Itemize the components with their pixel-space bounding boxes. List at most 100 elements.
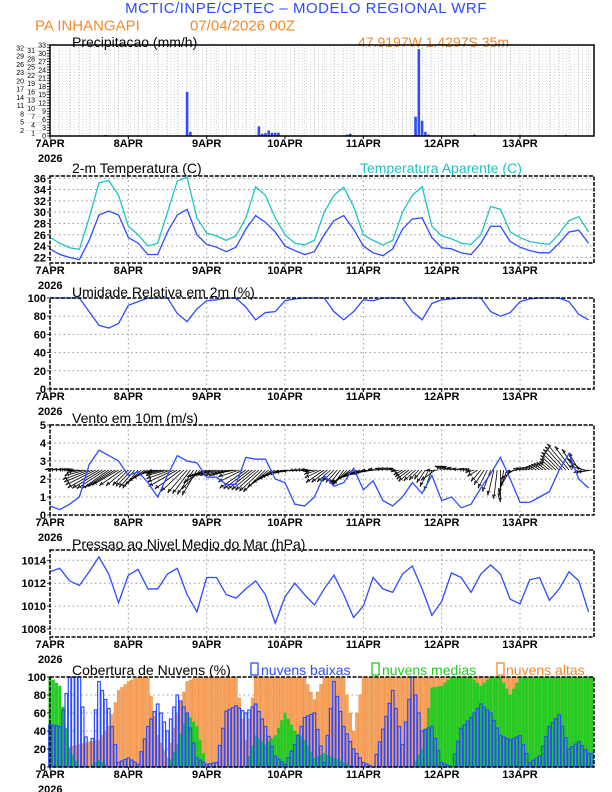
y-tick-label: 31 [27,48,35,55]
wind-arrowhead [63,478,69,483]
cloud-bar-nuvens-medias [440,685,444,768]
wind-arrow [322,469,335,482]
x-tick-label: 7APR [35,138,64,150]
wind-arrowhead [452,467,457,472]
x-tick-label: 10APR [267,639,303,651]
y-tick-label: 24 [38,67,46,74]
cloud-bar-nuvens-baixas [237,707,242,768]
cloud-bar-nuvens-baixas [149,718,154,768]
cloud-bar-nuvens-baixas [511,737,516,768]
wind-arrowhead [525,466,531,470]
wind-arrow [330,469,354,484]
cloud-bar-nuvens-altas [361,676,365,768]
wind-arrow [105,469,126,487]
precip-bar [277,132,280,136]
wind-arrowhead [56,467,62,472]
legend-mid-label: nuvens medias [382,662,476,678]
wind-arrowhead [482,487,486,492]
wind-arrowhead [498,497,502,503]
y-tick-label: 13 [27,98,35,105]
wind-arrowhead [205,472,210,477]
x-tick-label: 12APR [424,517,460,529]
y-tick-label: 0 [40,384,46,396]
legend-low-swatch [250,662,259,676]
precip-bar [257,126,261,136]
legend-mid-swatch [371,662,380,676]
x-tick-label: 13APR [502,769,538,781]
x-tick-label: 7APR [35,639,64,651]
series-line-0 [49,449,589,511]
wind-arrow [465,469,475,473]
wind-arrowhead [396,474,401,480]
y-tick-label: 12 [38,100,46,107]
wind-arrowhead [267,471,272,476]
precip-bar [414,116,417,136]
precip-bar [273,132,277,136]
wind-arrowhead [419,482,424,487]
wind-arrow [247,469,269,488]
wind-arrow [403,469,416,482]
cloud-bar-nuvens-baixas [253,703,258,768]
y-tick-label: 1 [31,131,35,138]
wind-arrow [439,465,449,471]
x-tick-label: 11APR [346,639,381,651]
y-tick-label: 100 [28,672,46,684]
wind-arrowhead [528,465,534,469]
cloud-bar-nuvens-baixas [534,757,539,768]
precip-bar [189,131,192,136]
y-tick-label: 28 [27,56,35,63]
wind-arrowhead [497,493,502,498]
panel-5: 0 20 40 60 80 100 7APR 8APR 9APR 10APR 11APR 12APR 1… [28,672,595,792]
wind-arrowhead [531,463,536,468]
wind-arrowhead [195,472,201,477]
precip-bar [417,49,421,136]
x-tick-label: 10APR [267,769,303,781]
wind-arrowhead [543,449,548,454]
wind-arrowhead [218,473,223,478]
wind-arrowhead [172,489,177,494]
legend-high-swatch [496,662,505,676]
wind-arrow [437,465,446,471]
x-tick-label: 13APR [502,391,538,403]
rh-title: Umidade Relativa em 2m (%) [72,284,255,300]
precip-bar [185,91,189,136]
x-tick-label: 13APR [502,138,538,150]
cloud-bar-nuvens-medias [283,712,287,768]
y-tick-label: 60 [34,708,46,720]
cloud-bar-nuvens-baixas [54,725,59,768]
precip-bar [264,133,267,136]
wind-arrowhead [305,478,311,483]
y-tick-label: 22 [34,252,46,264]
wind-arrowhead [343,473,348,478]
plot-frame [49,44,595,137]
wind-arrowhead [183,478,188,484]
y-tick-label: 1 [40,492,46,504]
wind-arrowhead [541,451,546,457]
wind-arrowhead [223,484,228,490]
cloud-bar-nuvens-baixas [567,748,571,768]
panel-2: 0 20 40 60 80 100 7APR 8APR 9APR 10APR 11APR 12APR 1… [28,293,595,418]
wind-arrowhead [66,469,72,474]
y-tick-label: 33 [38,43,46,50]
wind-arrowhead [425,468,430,473]
x-tick-label: 12APR [424,265,460,277]
cloud-bar-nuvens-altas [365,676,369,768]
x-tick-label: 8APR [114,138,143,150]
cloud-bar-nuvens-baixas [165,730,170,768]
x-tick-label: 10APR [267,138,303,150]
wind-arrowhead [125,480,130,486]
wind-arrow [62,469,90,480]
wind-arrowhead [304,474,310,479]
y-tick-label: 34 [34,185,47,197]
x-tick-label: 10APR [267,391,303,403]
x-tick-label: 7APR [35,517,64,529]
cloud-bar-nuvens-altas [211,676,215,768]
wind-arrow [367,468,380,471]
cloud-bar-nuvens-medias [538,676,542,768]
wind-arrow [65,469,96,486]
cloud-bar-nuvens-altas [374,676,378,768]
cloud-bar-nuvens-altas [126,681,130,768]
cloud-bar-nuvens-baixas [198,759,203,768]
wind-arrowhead [147,469,152,474]
wind-arrowhead [177,489,182,495]
